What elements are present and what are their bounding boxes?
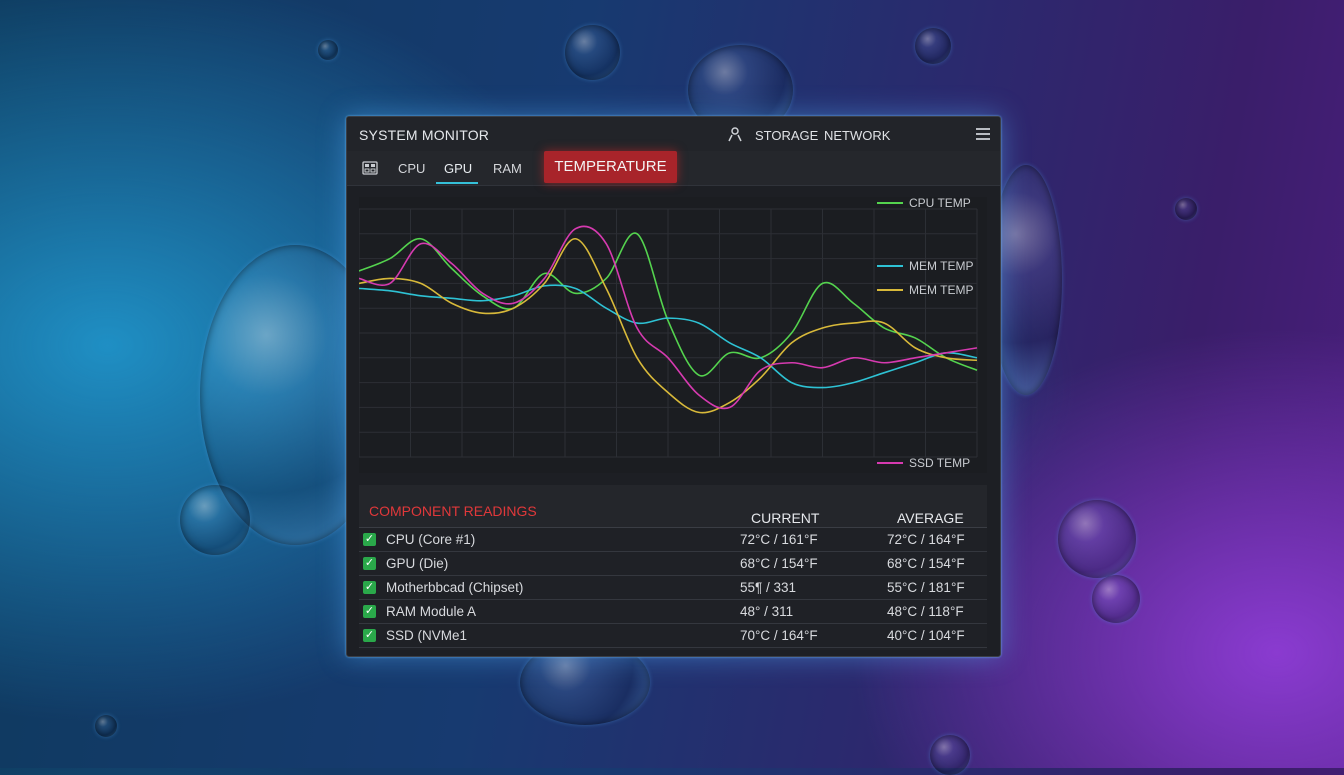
bubble-decoration bbox=[930, 735, 970, 775]
component-name: RAM Module A bbox=[386, 604, 477, 619]
tab-gpu-indicator bbox=[436, 182, 478, 184]
average-value: 72°C / 164°F bbox=[887, 532, 965, 547]
component-name: Motherbbcad (Chipset) bbox=[386, 580, 524, 595]
series-line-mem-temp bbox=[359, 237, 978, 414]
table-row: ✓ SSD (NVMe1 70°C / 164°F 40°C / 104°F bbox=[359, 624, 987, 648]
current-value: 72°C / 161°F bbox=[740, 532, 818, 547]
temperature-chart-svg: CPU TEMP MEM TEMP MEM TEMP SSD TEMP bbox=[359, 197, 987, 473]
app-title: SYSTEM MONITOR bbox=[359, 127, 490, 143]
current-value: 48° / 311 bbox=[740, 604, 794, 619]
average-value: 68°C / 154°F bbox=[887, 556, 965, 571]
bubble-decoration bbox=[565, 25, 620, 80]
bubble-decoration bbox=[915, 28, 951, 64]
checkbox-checked-icon[interactable]: ✓ bbox=[363, 533, 376, 546]
bubble-decoration bbox=[318, 40, 338, 60]
component-readings-panel: COMPONENT READINGS CURRENT AVERAGE ✓ CPU… bbox=[359, 485, 987, 650]
legend-label: MEM TEMP bbox=[909, 259, 973, 273]
hamburger-menu-icon[interactable] bbox=[976, 128, 990, 140]
column-header-average: AVERAGE bbox=[897, 510, 964, 526]
tab-temperature[interactable]: TEMPERATURE bbox=[544, 151, 677, 183]
system-monitor-window: SYSTEM MONITOR STORAGE NETWORK CPU GPU R… bbox=[346, 116, 1001, 657]
chip-icon bbox=[362, 161, 378, 175]
title-bar: SYSTEM MONITOR STORAGE NETWORK bbox=[347, 117, 1000, 152]
component-name: GPU (Die) bbox=[386, 556, 449, 571]
component-name: SSD (NVMe1 bbox=[386, 628, 468, 643]
nav-storage[interactable]: STORAGE bbox=[755, 128, 819, 143]
table-row: ✓ RAM Module A 48° / 311 48°C / 118°F bbox=[359, 600, 987, 624]
temperature-chart: CPU TEMP MEM TEMP MEM TEMP SSD TEMP bbox=[359, 197, 987, 473]
current-value: 68°C / 154°F bbox=[740, 556, 818, 571]
table-row: ✓ GPU (Die) 68°C / 154°F 68°C / 154°F bbox=[359, 552, 987, 576]
column-header-current: CURRENT bbox=[751, 510, 820, 526]
legend-label: CPU TEMP bbox=[909, 197, 971, 210]
tab-bar: CPU GPU RAM TEMPERATURE bbox=[347, 151, 1000, 186]
checkbox-checked-icon[interactable]: ✓ bbox=[363, 605, 376, 618]
legend-label: SSD TEMP bbox=[909, 456, 970, 470]
tab-gpu[interactable]: GPU bbox=[444, 161, 473, 176]
average-value: 40°C / 104°F bbox=[887, 628, 965, 643]
series-line-mem-temp bbox=[359, 284, 978, 389]
readings-header: COMPONENT READINGS CURRENT AVERAGE bbox=[359, 485, 987, 528]
tab-ram[interactable]: RAM bbox=[493, 161, 522, 176]
average-value: 55°C / 181°F bbox=[887, 580, 965, 595]
checkbox-checked-icon[interactable]: ✓ bbox=[363, 557, 376, 570]
table-row: ✓ Motherbbcad (Chipset) 55¶ / 331 55°C /… bbox=[359, 576, 987, 600]
readings-title: COMPONENT READINGS bbox=[369, 503, 537, 519]
nav-network[interactable]: NETWORK bbox=[824, 128, 891, 143]
bubble-decoration bbox=[990, 165, 1062, 395]
current-value: 70°C / 164°F bbox=[740, 628, 818, 643]
bubble-decoration bbox=[1092, 575, 1140, 623]
table-row: ✓ CPU (Core #1) 72°C / 161°F 72°C / 164°… bbox=[359, 528, 987, 552]
checkbox-checked-icon[interactable]: ✓ bbox=[363, 581, 376, 594]
bubble-decoration bbox=[1175, 198, 1197, 220]
chart-background bbox=[359, 197, 987, 473]
average-value: 48°C / 118°F bbox=[887, 604, 964, 619]
legend-label: MEM TEMP bbox=[909, 283, 973, 297]
bubble-decoration bbox=[180, 485, 250, 555]
checkbox-checked-icon[interactable]: ✓ bbox=[363, 629, 376, 642]
current-value: 55¶ / 331 bbox=[740, 580, 797, 595]
series-line-ssd-temp bbox=[359, 225, 978, 410]
tab-cpu[interactable]: CPU bbox=[398, 161, 426, 176]
bubble-decoration bbox=[1058, 500, 1136, 578]
user-icon[interactable] bbox=[727, 126, 743, 142]
bubble-decoration bbox=[95, 715, 117, 737]
series-line-cpu-temp bbox=[359, 232, 978, 377]
component-name: CPU (Core #1) bbox=[386, 532, 476, 547]
